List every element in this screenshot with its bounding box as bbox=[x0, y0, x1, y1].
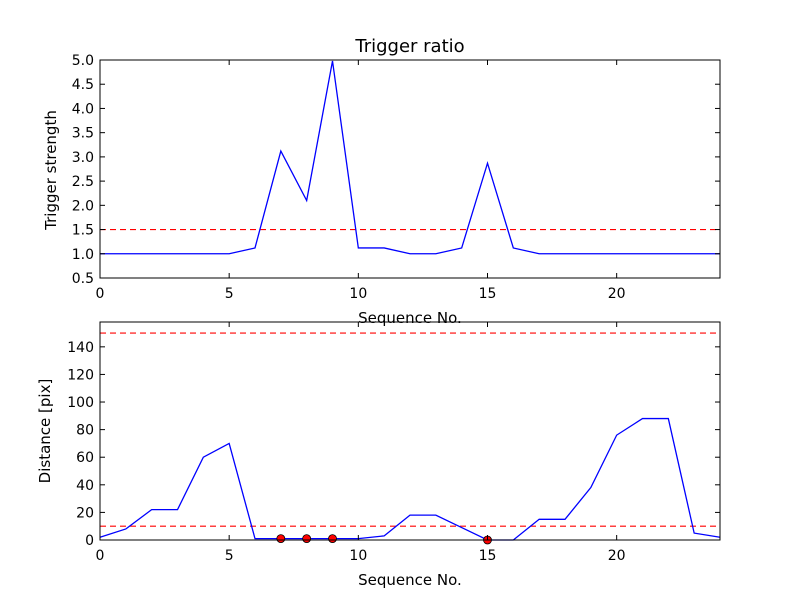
y-tick-label: 1.5 bbox=[72, 223, 94, 239]
y-tick-label: 2.0 bbox=[72, 198, 94, 214]
y-axis-label: Trigger strength bbox=[42, 110, 60, 231]
x-axis-label: Sequence No. bbox=[358, 309, 462, 327]
y-tick-label: 3.5 bbox=[72, 126, 94, 142]
y-tick-label: 4.5 bbox=[72, 77, 94, 93]
y-tick-label: 3.0 bbox=[72, 150, 94, 166]
x-tick-label: 5 bbox=[225, 286, 234, 302]
plot-frame bbox=[99, 59, 721, 279]
y-tick-label: 140 bbox=[67, 340, 94, 356]
y-tick-label: 20 bbox=[76, 505, 94, 521]
x-axis-label: Sequence No. bbox=[358, 571, 462, 589]
y-tick-label: 4.0 bbox=[72, 101, 94, 117]
x-tick-label: 0 bbox=[96, 286, 105, 302]
series-line bbox=[99, 417, 721, 541]
data-point bbox=[276, 534, 286, 544]
y-tick-label: 0.5 bbox=[72, 271, 94, 287]
y-axis-label: Distance [pix] bbox=[36, 379, 54, 484]
y-tick-label: 2.5 bbox=[72, 174, 94, 190]
y-tick-label: 120 bbox=[67, 367, 94, 383]
series-line bbox=[100, 60, 720, 255]
data-point bbox=[302, 534, 312, 544]
x-tick-label: 5 bbox=[225, 548, 234, 564]
x-tick-label: 10 bbox=[349, 286, 367, 302]
y-tick-label: 0 bbox=[85, 533, 94, 549]
x-tick-label: 20 bbox=[608, 548, 626, 564]
y-tick-label: 1.0 bbox=[72, 247, 94, 263]
y-tick-label: 100 bbox=[67, 395, 94, 411]
x-tick-label: 20 bbox=[608, 286, 626, 302]
chart-title: Trigger ratio bbox=[354, 36, 464, 57]
x-tick-label: 15 bbox=[479, 286, 497, 302]
y-tick-label: 5.0 bbox=[72, 53, 94, 69]
y-tick-label: 80 bbox=[76, 423, 94, 439]
y-tick-label: 40 bbox=[76, 478, 94, 494]
x-tick-label: 15 bbox=[479, 548, 497, 564]
distance-panel: Sequence No. Distance [pix] 0 5 10 15 20 0 20 4… bbox=[36, 321, 721, 589]
plot-frame bbox=[99, 321, 721, 541]
x-tick-label: 10 bbox=[349, 548, 367, 564]
data-point bbox=[328, 534, 337, 544]
x-tick-label: 0 bbox=[96, 548, 105, 564]
trigger-ratio-panel: Trigger ratio Sequence No. Trigger stren… bbox=[42, 36, 721, 327]
y-tick-label: 60 bbox=[76, 450, 94, 466]
